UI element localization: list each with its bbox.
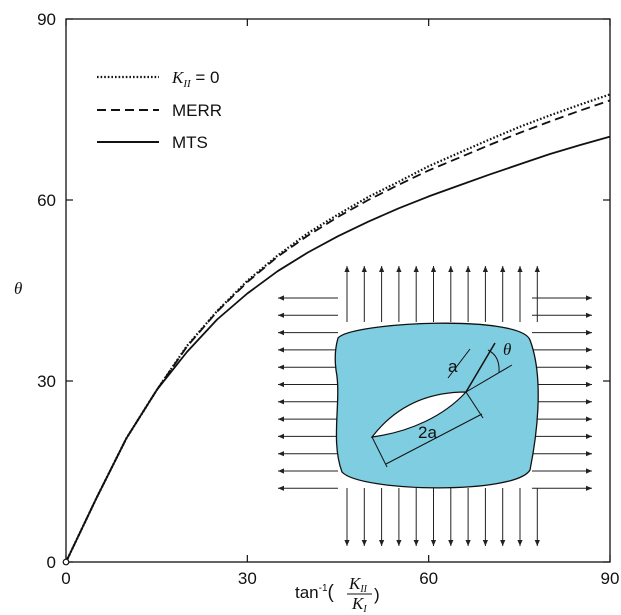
load-arrow-head	[448, 540, 454, 546]
x-tick-label: 90	[601, 569, 620, 588]
x-axis-label-num-sub: II	[359, 584, 367, 595]
series-line-2	[65, 135, 611, 563]
legend: KII = 0 MERR MTS	[97, 68, 222, 152]
dim-2a-ext-right	[465, 391, 484, 419]
legend-kii-rest: = 0	[191, 68, 220, 87]
y-tick-label: 60	[37, 191, 56, 210]
load-arrow-head	[278, 295, 284, 301]
load-arrow-head	[586, 399, 592, 405]
y-tick-label: 0	[47, 553, 56, 572]
legend-kii-sub: II	[182, 78, 192, 90]
series-lines	[62, 93, 611, 566]
load-arrow-head	[278, 364, 284, 370]
load-arrow-head	[517, 540, 523, 546]
legend-label-kii: KII = 0	[171, 68, 220, 90]
x-axis-label-tan: tan	[295, 583, 319, 602]
load-arrow-head	[586, 485, 592, 491]
load-arrow-head	[586, 433, 592, 439]
load-arrow-head	[465, 266, 471, 272]
series-line-1	[65, 99, 611, 563]
x-axis-label-prefix: tan-1(	[295, 582, 335, 603]
x-axis-label-sup: -1	[319, 583, 328, 594]
load-arrow-head	[482, 266, 488, 272]
load-arrow-head	[430, 540, 437, 546]
load-arrow-head	[500, 266, 506, 272]
load-arrow-head	[413, 540, 419, 546]
axis-ticks: 0 30 60 90 0 30 60 90	[37, 10, 619, 588]
load-arrow-head	[379, 540, 385, 546]
x-axis-label-close: )	[374, 585, 380, 604]
load-arrow-head	[586, 295, 592, 301]
load-arrow-head	[396, 540, 402, 546]
load-arrow-head	[430, 266, 437, 272]
plot-frame	[65, 18, 611, 563]
load-arrow-head	[517, 266, 523, 272]
load-arrow-head	[448, 266, 454, 272]
load-arrow-head	[465, 540, 471, 546]
y-tick-label: 90	[37, 10, 56, 29]
legend-label-merr: MERR	[172, 101, 222, 120]
reference-line	[465, 364, 513, 393]
load-arrow-head	[379, 266, 385, 272]
load-arrow-head	[361, 266, 367, 272]
y-tick-label: 30	[37, 372, 56, 391]
load-arrow-head	[586, 416, 592, 422]
x-axis-label-open: (	[328, 582, 335, 603]
legend-label-mts: MTS	[172, 133, 208, 152]
x-tick-label: 0	[61, 569, 70, 588]
theta-arc	[487, 349, 500, 373]
load-arrow-head	[396, 266, 402, 272]
load-arrow-head	[278, 347, 284, 353]
load-arrow-head	[586, 381, 592, 388]
dim-2a-line	[385, 413, 483, 465]
load-arrow-head	[278, 330, 284, 336]
dim-a-line	[447, 348, 471, 379]
load-arrow-head	[344, 266, 350, 272]
load-arrows	[278, 266, 592, 546]
label-a: a	[448, 357, 458, 376]
load-arrow-head	[586, 330, 592, 336]
load-arrow-head	[586, 451, 592, 457]
load-arrow-head	[482, 540, 488, 546]
load-arrow-head	[586, 312, 592, 318]
load-arrow-head	[500, 540, 506, 546]
x-axis-label-numerator: KII	[348, 574, 368, 595]
load-arrow-head	[278, 451, 284, 457]
dim-2a-ext-left	[371, 436, 388, 468]
origin-marker	[62, 558, 70, 566]
load-arrow-head	[278, 312, 284, 318]
x-axis-label-den-main: K	[351, 594, 365, 613]
load-arrow-head	[586, 364, 592, 370]
legend-kii-main: K	[171, 68, 185, 87]
x-axis-label-num-main: K	[348, 574, 362, 593]
label-theta: θ	[503, 340, 511, 359]
load-arrow-head	[534, 540, 540, 546]
y-axis-label: θ	[14, 279, 22, 298]
load-arrow-head	[278, 416, 284, 422]
load-arrow-head	[344, 540, 350, 546]
x-axis-label-denominator: KI	[351, 594, 367, 615]
x-tick-label: 30	[238, 569, 257, 588]
load-arrow-head	[361, 540, 367, 546]
label-2a: 2a	[418, 423, 437, 442]
inset-loaded-plate-diagram: a 2a θ	[278, 266, 592, 546]
load-arrow-head	[413, 266, 419, 272]
load-arrow-head	[278, 485, 284, 491]
load-arrow-head	[278, 468, 284, 474]
load-arrow-head	[586, 347, 592, 353]
load-arrow-head	[534, 266, 540, 272]
load-arrow-head	[586, 468, 592, 474]
load-arrow-head	[278, 399, 284, 405]
load-arrow-head	[278, 381, 284, 388]
load-arrow-head	[278, 433, 284, 439]
series-line-0	[65, 93, 611, 563]
x-axis-label-den-sub: I	[362, 604, 367, 615]
x-tick-label: 60	[419, 569, 438, 588]
